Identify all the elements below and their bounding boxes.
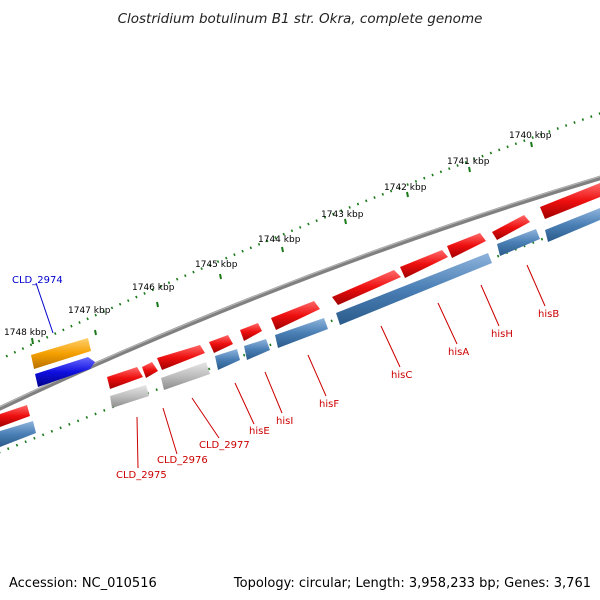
gene-label-CLD_2976: CLD_2976 — [157, 455, 208, 466]
gene-rev-6 — [215, 349, 240, 370]
leader-hisA — [437, 302, 458, 345]
gene-label-hisH: hisH — [491, 329, 513, 340]
gene-hisB-forward — [540, 183, 600, 219]
kbp-label-1747: 1747 kbp — [68, 306, 111, 316]
gene-fwd-4 — [332, 270, 401, 305]
gene-fwd-3 — [400, 250, 448, 278]
kbp-tick-1743: 1743 kbp — [321, 210, 364, 225]
leader-hisI — [264, 371, 283, 414]
gene-rev-5 — [244, 339, 270, 360]
kbp-label-1745: 1745 kbp — [195, 260, 238, 270]
leader-hisB — [526, 264, 546, 307]
gene-CLD_2974-orange — [31, 338, 91, 369]
accession-text: Accession: NC_010516 — [9, 576, 157, 591]
kbp-label-1746: 1746 kbp — [132, 283, 175, 293]
gene-rev-4 — [275, 318, 328, 348]
kbp-tick-1741: 1741 kbp — [447, 157, 490, 173]
gene-fwd-5 — [271, 301, 320, 330]
genome-backbone-highlight — [0, 175, 600, 408]
kbp-tick-1740: 1740 kbp — [509, 131, 552, 148]
gene-fwd-10 — [107, 367, 143, 389]
gene-CLD_2977-body — [161, 362, 210, 390]
gene-rev-1 — [545, 208, 600, 242]
kbp-label-1744: 1744 kbp — [258, 235, 301, 245]
kbp-tick-1742: 1742 kbp — [384, 183, 427, 198]
kbp-label-1742: 1742 kbp — [384, 183, 427, 193]
leader-hisE — [234, 382, 255, 425]
reverse-genes — [0, 208, 600, 447]
gene-fwd-6 — [240, 323, 262, 341]
leader-CLD_2974 — [35, 282, 54, 334]
gene-fwd-9 — [142, 362, 158, 378]
leader-CLD_2977 — [191, 397, 220, 439]
kbp-tick-1746: 1746 kbp — [132, 283, 175, 308]
leader-hisF — [307, 354, 327, 397]
scale-ticks: 1740 kbp 1741 kbp 1742 kbp 1743 kbp 1744… — [4, 131, 552, 345]
gene-CLD_2975-body — [110, 385, 149, 408]
gene-CLD_2974-blue — [35, 357, 95, 387]
kbp-tick-1745: 1745 kbp — [195, 260, 238, 280]
genome-backbone — [0, 175, 600, 411]
kbp-label-1743: 1743 kbp — [321, 210, 364, 220]
inner-tick-dots — [0, 215, 600, 454]
forward-genes — [0, 183, 600, 427]
gene-label-CLD_2975: CLD_2975 — [116, 470, 167, 481]
gene-label-CLD_2974: CLD_2974 — [12, 275, 63, 286]
kbp-tick-1744: 1744 kbp — [258, 235, 301, 253]
gene-rev-2 — [497, 229, 540, 256]
gene-rev-7 — [0, 421, 36, 447]
kbp-label-1741: 1741 kbp — [447, 157, 490, 167]
gene-fwd-1 — [492, 215, 530, 240]
leader-hisH — [480, 284, 500, 327]
gene-label-group: hisB hisH hisA hisC hisF hisI hisE CLD_2… — [12, 275, 559, 481]
leader-hisC — [380, 325, 401, 368]
gene-fwd-8 — [157, 345, 205, 370]
kbp-tick-1747: 1747 kbp — [68, 306, 111, 336]
gene-label-hisB: hisB — [538, 309, 559, 320]
map-title: Clostridium botulinum B1 str. Okra, comp… — [118, 11, 483, 27]
gene-rev-3 — [336, 253, 492, 325]
gene-label-hisI: hisI — [276, 416, 293, 427]
kbp-label-1740: 1740 kbp — [509, 131, 552, 141]
grey-genes — [110, 362, 210, 408]
leader-CLD_2975 — [136, 416, 139, 469]
gene-fwd-7 — [209, 335, 233, 353]
gene-label-hisC: hisC — [391, 370, 412, 381]
leader-CLD_2976 — [162, 407, 178, 455]
gene-label-CLD_2977: CLD_2977 — [199, 440, 250, 451]
gene-label-hisF: hisF — [319, 399, 339, 410]
gene-label-hisE: hisE — [249, 426, 270, 437]
gene-fwd-11 — [0, 405, 30, 427]
label-leaders — [35, 264, 546, 469]
gene-fwd-2 — [447, 233, 486, 258]
gene-label-hisA: hisA — [448, 347, 469, 358]
genome-summary-text: Topology: circular; Length: 3,958,233 bp… — [233, 576, 591, 591]
kbp-label-1748: 1748 kbp — [4, 328, 47, 338]
gene-CLD_2974-pair — [31, 338, 95, 387]
kbp-tick-1748: 1748 kbp — [4, 328, 47, 345]
